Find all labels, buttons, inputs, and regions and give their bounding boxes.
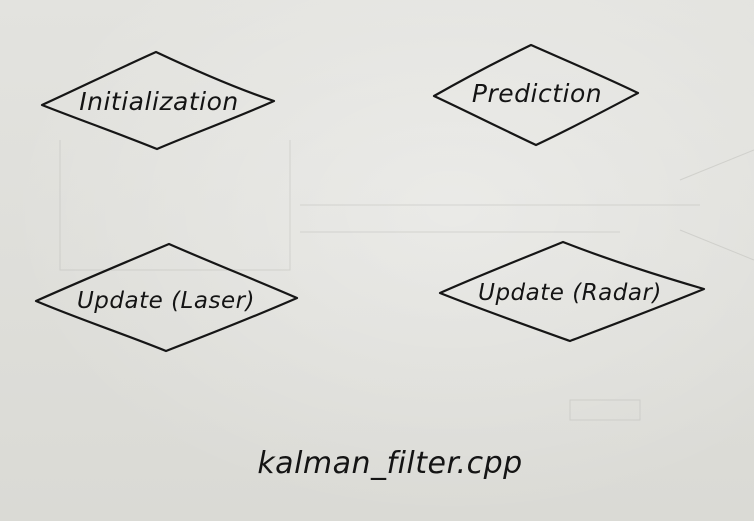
node-prediction-diamond — [432, 43, 640, 147]
diagram-caption: kalman_filter.cpp — [257, 446, 522, 481]
node-initialization-diamond — [40, 50, 276, 151]
node-update-radar-diamond — [438, 240, 706, 343]
node-initialization-label: Initialization — [79, 87, 238, 116]
node-initialization: Initialization — [40, 50, 276, 151]
node-update-radar-label: Update (Radar) — [478, 280, 662, 306]
node-update-radar: Update (Radar) — [438, 240, 706, 343]
node-prediction-label: Prediction — [472, 79, 602, 108]
node-update-laser-diamond — [34, 242, 299, 353]
node-update-laser-label: Update (Laser) — [77, 288, 255, 314]
node-update-laser: Update (Laser) — [34, 242, 299, 353]
node-prediction: Prediction — [432, 43, 640, 147]
background-show-through — [59, 140, 754, 421]
